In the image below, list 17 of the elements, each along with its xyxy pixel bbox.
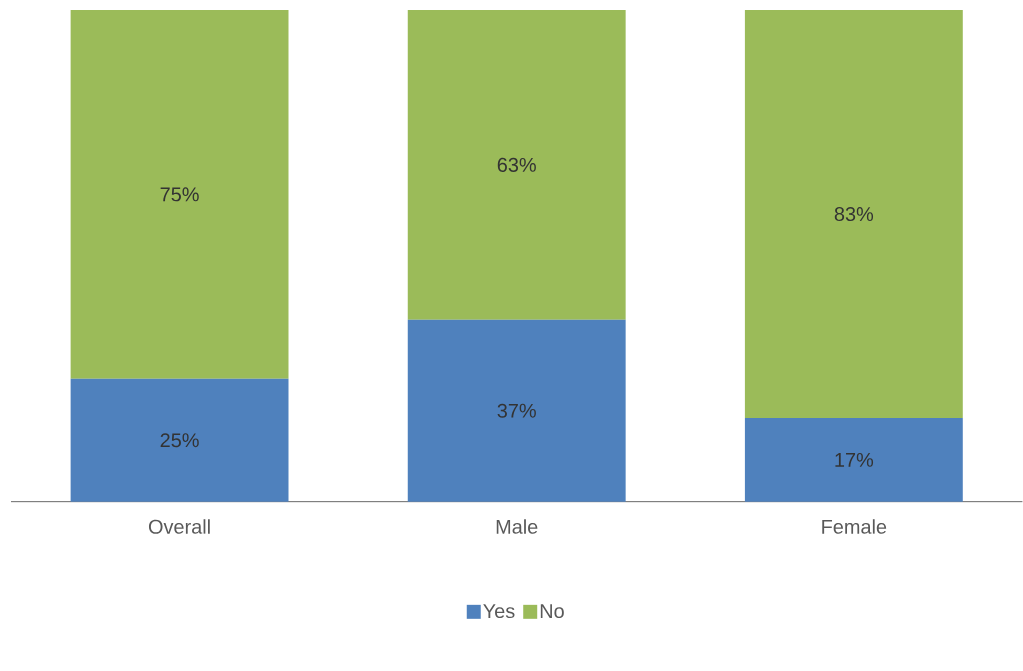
data-label: 37%: [497, 403, 536, 418]
legend-label: No: [540, 604, 564, 619]
data-label: 83%: [834, 207, 874, 222]
bar: [70, 378, 289, 502]
x-tick-label: Male: [496, 519, 538, 535]
data-label: 63%: [497, 158, 536, 173]
bar: [407, 10, 626, 320]
bar: [70, 10, 289, 379]
data-label: 75%: [160, 187, 199, 202]
data-label: 25%: [160, 433, 199, 448]
x-tick-label: Overall: [148, 519, 210, 535]
x-tick-label: Female: [822, 519, 887, 535]
data-label: 17%: [835, 453, 874, 468]
bar: [744, 10, 963, 419]
bar: [744, 418, 963, 502]
legend-label: Yes: [483, 604, 515, 619]
bar: [407, 319, 626, 502]
